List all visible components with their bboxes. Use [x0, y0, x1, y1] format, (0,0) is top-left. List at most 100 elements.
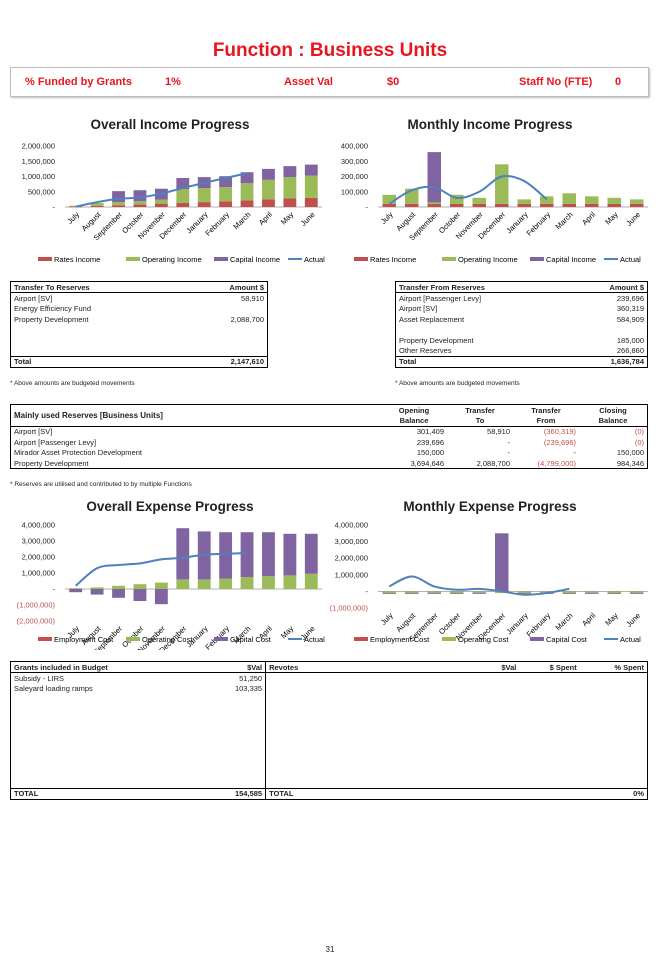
revotes-val-header: $Val: [458, 661, 520, 674]
to-header-name: Transfer To Reserves: [10, 281, 183, 294]
actual-line: [75, 552, 248, 587]
y-tick-label: 100,000: [341, 187, 368, 196]
bar-capital-cost: [154, 589, 168, 605]
legend-label: Capital Cost: [230, 635, 272, 644]
bar-capital-income: [427, 152, 441, 203]
bar-capital-income: [176, 178, 190, 190]
legend-label: Operating Income: [458, 255, 518, 264]
bar-operating-cost: [450, 591, 464, 594]
legend-label: Capital Cost: [546, 635, 588, 644]
table-row: Airport [Passenger Levy] 239,696: [396, 293, 648, 304]
bar-capital-cost: [90, 589, 104, 595]
bar-operating-cost: [405, 591, 419, 594]
x-tick-label: July: [379, 210, 395, 226]
monthly-expense-chart: 4,000,000 3,000,000 2,000,000 1,000,000 - (1,…: [330, 521, 648, 644]
cell: (360,319): [543, 427, 576, 437]
y-tick-label: 2,000,000: [22, 553, 55, 562]
cell: -: [507, 437, 511, 447]
from-total-label: Total: [395, 355, 570, 368]
bar-operating-income: [450, 194, 464, 204]
bar-capital-income: [283, 166, 297, 178]
bar-operating-income: [472, 197, 486, 204]
x-tick-label: April: [580, 611, 597, 628]
table-row: Property Development 185,000: [396, 335, 648, 345]
kpi-bar: % Funded by Grants 1% Asset Val $0 Staff…: [10, 67, 649, 97]
bar-rates-income: [607, 203, 621, 207]
bar-capital-cost: [472, 593, 486, 594]
transfer-to-reserves-table: Transfer To Reserves Amount $ Airport [SV…: [10, 281, 268, 369]
grants-val-header: $Val: [204, 661, 267, 674]
reserves-table: Mainly used Reserves [Business Units] Op…: [10, 404, 648, 470]
cell: 239,696: [616, 294, 644, 304]
y-tick-label: (1,000,000): [330, 604, 368, 613]
bar-operating-income: [585, 196, 599, 204]
to-total-label: Total: [10, 355, 183, 368]
cell: 185,000: [616, 335, 644, 345]
bar-operating-income: [495, 164, 509, 204]
to-total-value: 2,147,610: [182, 355, 268, 368]
cell: 58,910: [241, 294, 264, 304]
table-row: [396, 325, 648, 335]
overall-expense-title: Overall Expense Progress: [86, 499, 254, 514]
transfer-from-reserves-table: Transfer From Reserves Amount $ Airport […: [395, 281, 648, 369]
y-tick-label: 300,000: [341, 157, 368, 166]
bar-capital-cost: [427, 593, 441, 594]
cell: [183, 335, 268, 345]
cell: 3,694,646: [410, 458, 444, 468]
legend-swatch: [530, 637, 544, 641]
y-tick-label: (1,000,000): [17, 601, 56, 610]
legend-swatch: [38, 637, 52, 641]
legend-swatch: [442, 637, 456, 641]
legend-swatch: [38, 257, 52, 261]
bar-operating-cost: [69, 588, 83, 589]
y-tick-label: -: [53, 203, 56, 212]
to-reserves-note: * Above amounts are budgeted movements: [10, 380, 135, 387]
legend-swatch: [530, 257, 544, 261]
bar-rates-income: [472, 203, 486, 207]
bar-capital-cost: [382, 593, 396, 594]
cell: 2,088,700: [230, 314, 264, 324]
cell: 103,335: [204, 683, 267, 695]
cell: Property Development: [399, 335, 474, 345]
bar-rates-income: [427, 203, 441, 207]
revotes-total-label: TOTAL: [265, 787, 459, 800]
cell: 301,409: [416, 427, 444, 437]
bar-capital-income: [262, 168, 275, 180]
bar-operating-income: [630, 199, 644, 204]
x-tick-label: June: [624, 210, 642, 228]
y-tick-label: 1,000,000: [22, 569, 55, 578]
legend-label: Actual: [620, 255, 641, 264]
bar-capital-cost: [262, 532, 275, 577]
legend-label: Actual: [620, 635, 641, 644]
bar-operating-income: [219, 187, 233, 202]
cell: Airport [SV]: [14, 427, 53, 437]
grants-table: Grants included in Budget $Val Revotes $…: [10, 661, 648, 800]
from-header-name: Transfer From Reserves: [395, 281, 570, 294]
bar-operating-income: [240, 183, 254, 201]
table-row: Other Reserves 266,860: [396, 345, 648, 356]
bar-operating-cost: [630, 591, 644, 594]
y-tick-label: 2,000,000: [22, 142, 55, 151]
bar-capital-income: [240, 172, 254, 184]
cell: [183, 345, 268, 356]
monthly-expense-title: Monthly Expense Progress: [403, 499, 577, 514]
legend-label: Employment Cost: [54, 635, 114, 644]
bar-capital-cost: [517, 593, 531, 594]
bar-operating-income: [90, 203, 104, 206]
table-row: Mirador Asset Protection Development 150,…: [11, 448, 648, 458]
asset-label: Asset Val: [284, 76, 333, 88]
bar-rates-income: [562, 203, 576, 207]
bar-rates-income: [304, 197, 318, 207]
y-tick-label: 3,000,000: [22, 537, 55, 546]
legend-label: Capital Income: [546, 255, 596, 264]
bar-operating-income: [176, 189, 190, 204]
bar-rates-income: [197, 202, 211, 207]
cell: Airport [SV]: [399, 304, 438, 314]
cell: Airport [Passenger Levy]: [399, 294, 482, 304]
bar-rates-income: [517, 203, 531, 207]
x-tick-label: March: [554, 611, 575, 632]
x-tick-label: April: [580, 210, 597, 227]
cell: 239,696: [416, 437, 444, 447]
cell: (0): [634, 427, 644, 437]
bar-operating-cost: [427, 591, 441, 594]
